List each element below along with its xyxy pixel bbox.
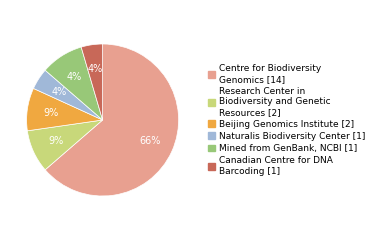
Text: 4%: 4% xyxy=(67,72,82,82)
Text: 4%: 4% xyxy=(88,64,103,74)
Text: 9%: 9% xyxy=(44,108,59,118)
Text: 4%: 4% xyxy=(52,87,67,97)
Wedge shape xyxy=(27,88,103,131)
Wedge shape xyxy=(33,70,103,120)
Wedge shape xyxy=(81,44,103,120)
Wedge shape xyxy=(45,44,179,196)
Text: 9%: 9% xyxy=(48,137,63,146)
Wedge shape xyxy=(27,120,103,170)
Wedge shape xyxy=(45,47,103,120)
Legend: Centre for Biodiversity
Genomics [14], Research Center in
Biodiversity and Genet: Centre for Biodiversity Genomics [14], R… xyxy=(206,62,367,178)
Text: 66%: 66% xyxy=(139,137,160,146)
